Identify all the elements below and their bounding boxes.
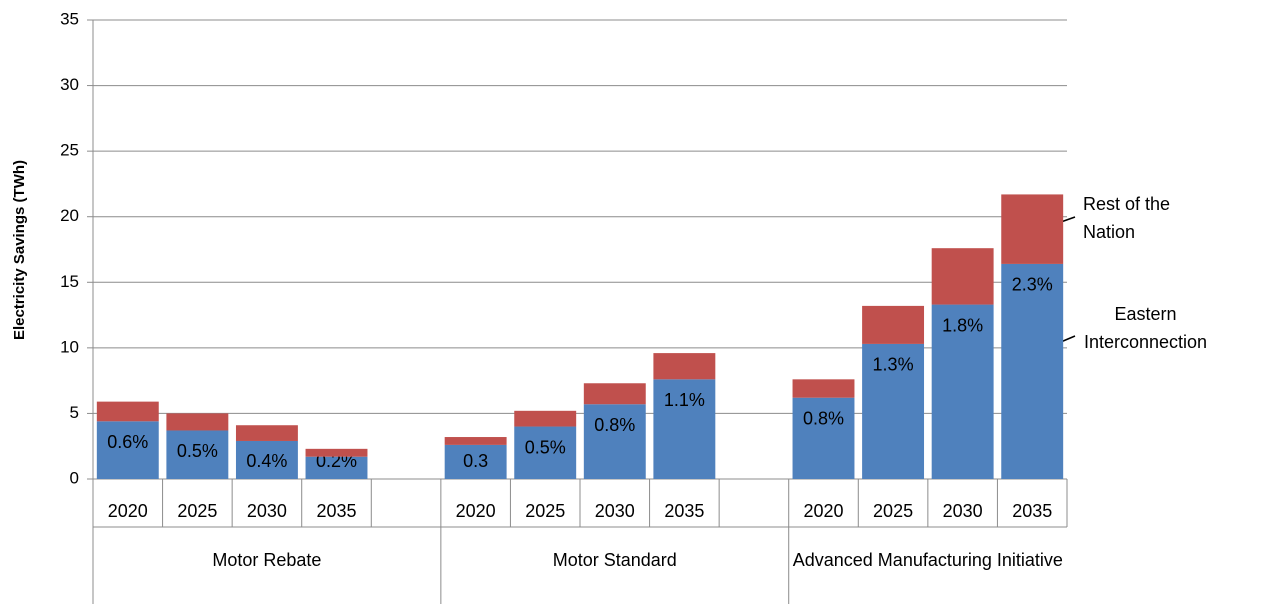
bar-segment [96,401,159,422]
bar-annotation: 1.8% [942,315,983,335]
bar-segment [931,304,994,479]
bar-annotation: 0.5% [177,441,218,461]
bar-segment [235,425,298,441]
x-tick-label: 2020 [108,501,148,521]
bar-segment [444,437,507,445]
bar-segment [931,248,994,305]
bar-annotation: 1.1% [664,390,705,410]
bar-segment [792,397,855,479]
bar-annotation: 1.3% [873,355,914,375]
y-tick-label: 20 [60,206,79,225]
x-tick-label: 2025 [525,501,565,521]
bar-annotation: 0.3 [463,451,488,471]
bar-annotation: 0.4% [246,451,287,471]
bar-segment [862,305,925,344]
bar-segment [514,426,577,479]
bar-segment [166,413,229,431]
bar-segment [305,448,368,457]
bar-segment [862,343,925,479]
bar-annotation: 0.8% [803,408,844,428]
y-tick-label: 15 [60,272,79,291]
series-label: Rest of the Nation [1083,194,1171,242]
y-tick-label: 35 [60,9,79,28]
bar-annotation: 0.5% [525,437,566,457]
y-tick-label: 0 [70,468,79,487]
bar-annotation: 2.3% [1012,275,1053,295]
bar-segment [305,456,368,479]
bar-segment [235,440,298,479]
x-tick-label: 2035 [1012,501,1052,521]
bar-segment [653,353,716,380]
x-tick-label: 2030 [595,501,635,521]
group-label: Advanced Manufacturing Initiative [792,550,1063,570]
y-tick-label: 30 [60,75,79,94]
bar-segment [583,383,646,405]
y-tick-label: 10 [60,337,79,356]
bar-segment [514,410,577,427]
bar-annotation: 0.8% [594,415,635,435]
x-tick-label: 2030 [943,501,983,521]
series-label: Eastern Interconnection [1083,304,1208,352]
x-tick-label: 2025 [177,501,217,521]
x-tick-label: 2025 [873,501,913,521]
y-axis-label: Electricity Savings (TWh) [11,160,28,340]
x-tick-label: 2020 [456,501,496,521]
x-tick-label: 2035 [664,501,704,521]
y-tick-label: 25 [60,141,79,160]
bar-segment [1001,263,1064,479]
bar-segment [166,430,229,479]
bar-segment [583,404,646,479]
x-tick-label: 2020 [803,501,843,521]
bar-segment [1001,194,1064,264]
bar-segment [792,379,855,398]
bar-segment [444,444,507,479]
x-tick-label: 2030 [247,501,287,521]
group-label: Motor Standard [552,550,677,570]
y-tick-label: 5 [70,403,79,422]
x-tick-label: 2035 [316,501,356,521]
group-label: Motor Rebate [212,550,322,570]
bar-annotation: 0.6% [107,432,148,452]
bar-segment [96,421,159,479]
bar-segment [653,379,716,479]
